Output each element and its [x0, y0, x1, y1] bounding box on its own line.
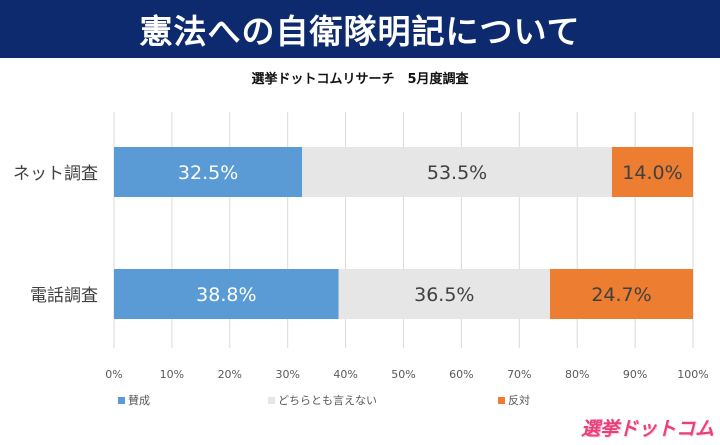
bar-segment	[338, 269, 550, 319]
x-tick-label: 90%	[623, 368, 647, 381]
bar-segment	[114, 147, 303, 197]
legend-label: どちらとも言えない	[278, 394, 377, 407]
x-tick-label: 100%	[677, 368, 708, 381]
data-label: 24.7%	[591, 284, 651, 306]
x-tick-label: 20%	[218, 368, 242, 381]
legend-label: 賛成	[128, 393, 150, 407]
legend-label: 反対	[508, 393, 530, 407]
data-label: 53.5%	[427, 162, 487, 184]
data-label: 38.8%	[196, 284, 256, 306]
brand-logo: 選挙ドットコム	[580, 418, 714, 440]
chart-title: 選挙ドットコムリサーチ 5月度調査	[251, 72, 469, 87]
category-label: ネット調査	[13, 164, 98, 184]
legend-swatch	[118, 397, 125, 404]
data-label: 14.0%	[622, 162, 682, 184]
bar-segment	[549, 269, 693, 319]
data-label: 36.5%	[414, 284, 474, 306]
category-label: 電話調査	[30, 286, 98, 306]
x-tick-label: 30%	[275, 368, 299, 381]
x-tick-label: 0%	[105, 368, 122, 381]
legend-swatch	[268, 397, 275, 404]
bar-segment	[302, 147, 612, 197]
x-tick-label: 60%	[449, 368, 473, 381]
x-tick-label: 40%	[333, 368, 357, 381]
title-banner: 憲法への自衛隊明記について	[0, 0, 720, 58]
data-label: 32.5%	[178, 162, 238, 184]
legend-swatch	[498, 397, 505, 404]
x-tick-label: 10%	[160, 368, 184, 381]
x-tick-label: 50%	[391, 368, 415, 381]
bar-segment	[114, 269, 339, 319]
page-title: 憲法への自衛隊明記について	[139, 12, 581, 51]
x-tick-label: 80%	[565, 368, 589, 381]
x-tick-label: 70%	[507, 368, 531, 381]
bar-segment	[611, 147, 693, 197]
